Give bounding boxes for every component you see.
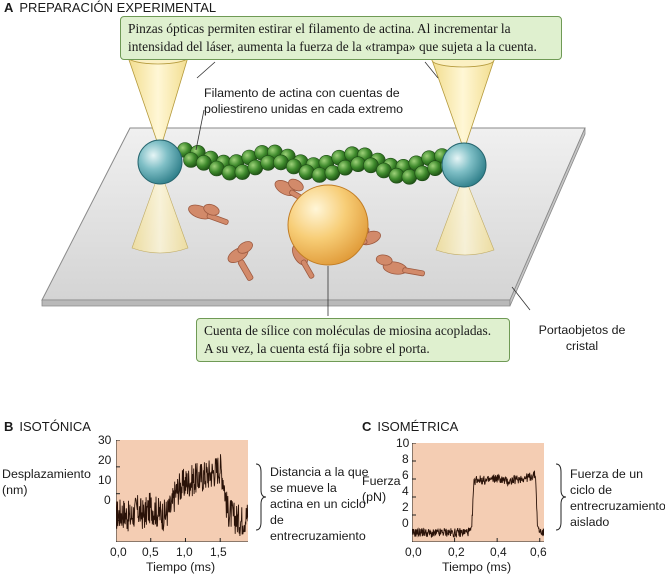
b-xtick-3: 1,5 bbox=[210, 545, 227, 559]
b-ytick-10: 10 bbox=[98, 473, 112, 487]
isotonic-series-line bbox=[116, 454, 248, 537]
c-xtick-1: 0,2 bbox=[448, 545, 465, 559]
actin-monomer bbox=[196, 155, 212, 171]
panel-b-brace-text: Distancia a la que se mueve la actina en… bbox=[270, 465, 369, 543]
label-actin-filament: Filamento de actina con cuentas de polie… bbox=[204, 85, 432, 117]
chart-isometric bbox=[412, 443, 544, 542]
polystyrene-bead-left bbox=[137, 139, 183, 185]
c-xtick-0: 0,0 bbox=[405, 545, 422, 559]
callout-silica-bead-text: Cuenta de sílice con moléculas de miosin… bbox=[204, 323, 492, 356]
actin-monomer bbox=[401, 169, 418, 185]
c-ytick-10: 10 bbox=[396, 436, 410, 450]
c-xtick-2: 0,4 bbox=[490, 545, 507, 559]
panel-b-ylabel-text: Desplazamiento (nm) bbox=[2, 467, 91, 497]
panel-c-brace-text: Fuerza de un ciclo de entrecruzamiento a… bbox=[570, 467, 665, 529]
actin-monomer bbox=[311, 167, 328, 183]
panel-b-header: B ISOTÓNICA bbox=[4, 419, 91, 434]
silica-bead bbox=[287, 184, 369, 266]
panel-b-letter: B bbox=[4, 419, 14, 434]
b-xtick-1: 0,5 bbox=[142, 545, 159, 559]
actin-monomer bbox=[298, 164, 315, 180]
c-ytick-6: 6 bbox=[402, 468, 409, 482]
c-xtick-3: 0,6 bbox=[530, 545, 547, 559]
callout-silica-bead: Cuenta de sílice con moléculas de miosin… bbox=[196, 318, 510, 362]
c-ytick-8: 8 bbox=[402, 452, 409, 466]
b-xtick-0: 0,0 bbox=[110, 545, 127, 559]
panel-c-letter: C bbox=[362, 419, 372, 434]
callout-optical-tweezers-text: Pinzas ópticas permiten estirar el filam… bbox=[128, 21, 537, 54]
panel-a-letter: A bbox=[4, 0, 14, 15]
actin-monomer bbox=[337, 159, 354, 176]
setup-illustration bbox=[41, 49, 586, 316]
b-ytick-20: 20 bbox=[98, 453, 112, 467]
polystyrene-bead-right bbox=[441, 142, 487, 188]
isometric-plot-background bbox=[412, 443, 544, 542]
panel-b-ylabel: Desplazamiento (nm) bbox=[2, 466, 110, 498]
panel-b-xlabel: Tiempo (ms) bbox=[146, 560, 216, 574]
c-ytick-4: 4 bbox=[402, 484, 409, 498]
leader-lines bbox=[195, 61, 531, 316]
callout-optical-tweezers: Pinzas ópticas permiten estirar el filam… bbox=[120, 16, 562, 60]
c-ytick-0: 0 bbox=[402, 516, 409, 530]
b-ytick-0: 0 bbox=[104, 493, 111, 507]
panel-c-ylabel: Fuerza (pN) bbox=[362, 473, 402, 505]
panel-c-title: ISOMÉTRICA bbox=[377, 419, 459, 434]
panel-a-title: PREPARACIÓN EXPERIMENTAL bbox=[19, 0, 217, 15]
actin-monomer bbox=[427, 160, 443, 176]
panel-b-brace bbox=[255, 463, 267, 531]
label-glass-slide-text: Portaobjetos de cristal bbox=[538, 323, 626, 353]
b-xtick-2: 1,0 bbox=[176, 545, 193, 559]
chart-isotonic bbox=[116, 440, 248, 542]
actin-monomer bbox=[183, 152, 199, 168]
label-actin-filament-text: Filamento de actina con cuentas de polie… bbox=[204, 86, 404, 116]
panel-c-brace bbox=[555, 463, 567, 531]
panel-c-header: C ISOMÉTRICA bbox=[362, 419, 458, 434]
c-ytick-2: 2 bbox=[402, 500, 409, 514]
label-glass-slide: Portaobjetos de cristal bbox=[532, 322, 632, 354]
panel-a-header: A PREPARACIÓN EXPERIMENTAL bbox=[4, 0, 216, 15]
isometric-series-line bbox=[412, 470, 544, 539]
b-ytick-30: 30 bbox=[98, 433, 112, 447]
panel-b-title: ISOTÓNICA bbox=[19, 419, 91, 434]
panel-c-ylabel-text: Fuerza (pN) bbox=[362, 474, 401, 504]
panel-c-xlabel: Tiempo (ms) bbox=[442, 560, 512, 574]
